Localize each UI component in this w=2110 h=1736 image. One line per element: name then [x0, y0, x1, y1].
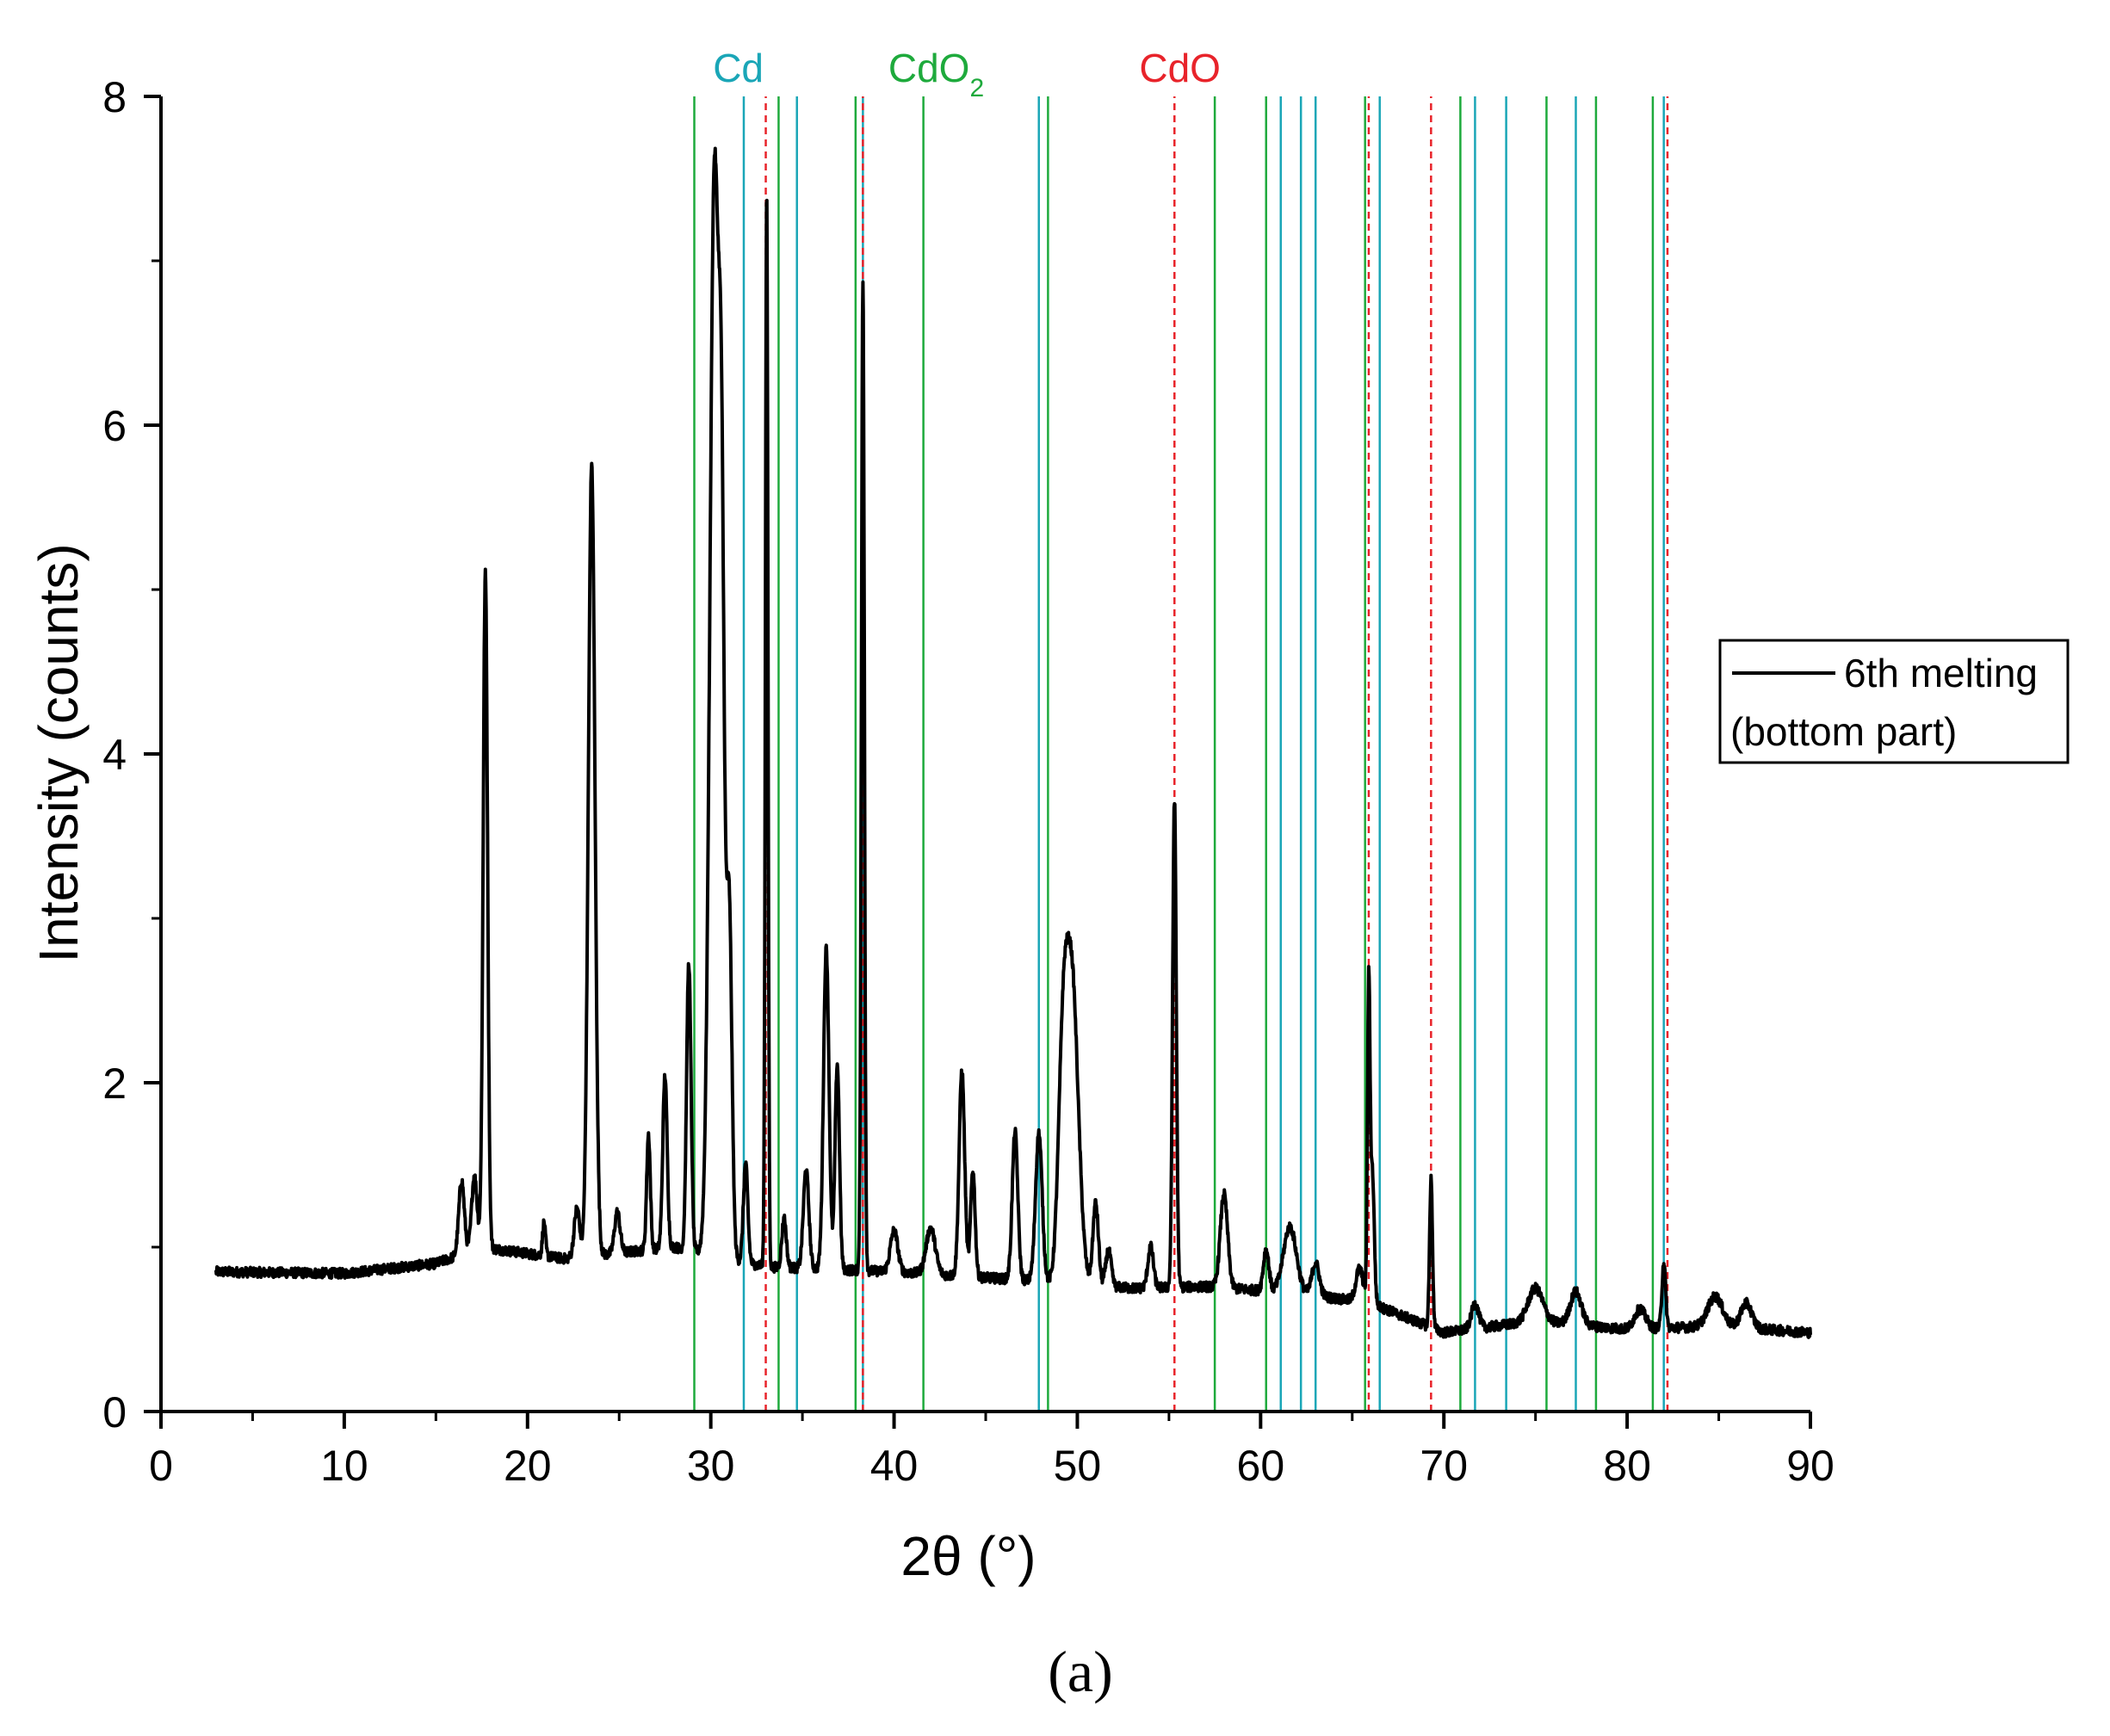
x-tick-label: 40: [870, 1442, 919, 1490]
phase-label-cdo: CdO: [1139, 46, 1221, 90]
x-tick-label: 30: [687, 1442, 735, 1490]
phase-label-cd: Cd: [713, 46, 764, 90]
y-tick-label: 0: [102, 1388, 127, 1436]
x-tick-label: 20: [504, 1442, 552, 1490]
y-axis-title: Intensity (counts): [28, 543, 90, 962]
x-tick-label: 70: [1420, 1442, 1468, 1490]
legend-label-line1: 6th melting: [1844, 651, 2038, 695]
x-tick-label: 0: [149, 1442, 173, 1490]
x-tick-label: 10: [320, 1442, 368, 1490]
x-tick-label: 80: [1603, 1442, 1651, 1490]
x-tick-label: 90: [1786, 1442, 1835, 1490]
y-tick-label: 4: [102, 731, 127, 779]
y-tick-label: 2: [102, 1060, 127, 1108]
series-line-6th-melting: [213, 146, 1812, 1339]
phase-labels: Cd CdO2 CdO: [713, 46, 1221, 102]
x-axis-title: 2θ (°): [900, 1525, 1036, 1587]
y-ticks: 0 2 4 6 8: [102, 73, 161, 1436]
y-tick-label: 8: [102, 73, 127, 121]
phase-label-cdo2: CdO2: [888, 46, 984, 102]
x-ticks: 0 10 20 30 40 50 60 70 80 90: [149, 1412, 1835, 1490]
x-tick-label: 60: [1237, 1442, 1285, 1490]
legend-label-line2: (bottom part): [1730, 709, 1957, 754]
legend: 6th melting (bottom part): [1718, 639, 2070, 764]
y-tick-label: 6: [102, 402, 127, 450]
x-tick-label: 50: [1054, 1442, 1102, 1490]
panel-label: (a): [1048, 1639, 1112, 1704]
axes: [159, 96, 1810, 1413]
legend-box: [1718, 639, 2070, 764]
